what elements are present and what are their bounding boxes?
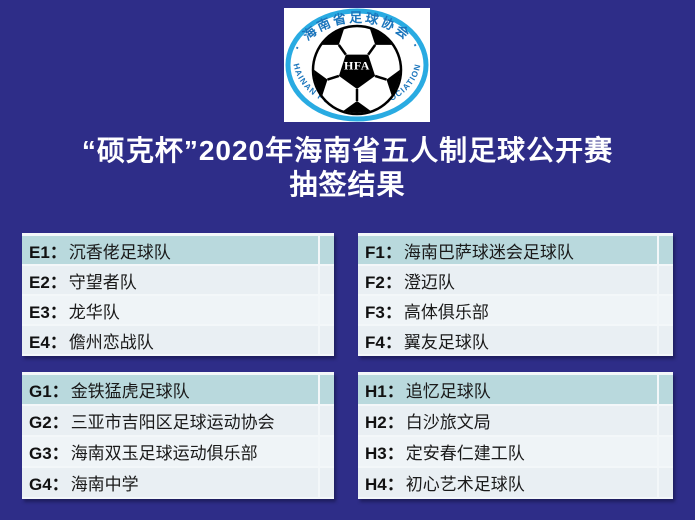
group-f-table: F1： 海南巴萨球迷会足球队 F2： 澄迈队 F3： 高体俱乐部 F4： 翼友足球队 xyxy=(358,233,673,356)
table-row: H3： 定安春仁建工队 xyxy=(358,437,657,466)
page-title: “硕克杯”2020年海南省五人制足球公开赛 抽签结果 xyxy=(0,134,695,202)
team-name: 守望者队 xyxy=(68,272,137,292)
table-cell-tail xyxy=(320,375,334,404)
table-row: F3： 高体俱乐部 xyxy=(358,296,657,324)
row-label: F2： xyxy=(365,272,402,292)
table-cell-tail xyxy=(659,326,673,354)
team-name: 儋州恋战队 xyxy=(68,332,154,352)
team-name: 澄迈队 xyxy=(403,272,455,292)
table-cell-tail xyxy=(320,468,334,497)
table-row: G4： 海南中学 xyxy=(22,468,318,497)
team-name: 龙华队 xyxy=(68,302,120,322)
row-label: H4： xyxy=(365,475,404,494)
team-name: 追忆足球队 xyxy=(405,382,491,401)
table-cell-tail xyxy=(659,406,673,435)
table-cell-tail xyxy=(659,236,673,264)
row-label: E2： xyxy=(29,272,67,292)
table-cell-tail xyxy=(320,266,334,294)
group-g-table: G1： 金铁猛虎足球队 G2： 三亚市吉阳区足球运动协会 G3： 海南双玉足球运动俱乐… xyxy=(22,372,334,499)
title-line2: 抽签结果 xyxy=(289,169,406,200)
row-label: H3： xyxy=(365,444,404,463)
table-row: G2： 三亚市吉阳区足球运动协会 xyxy=(22,406,318,435)
team-name: 海南中学 xyxy=(70,475,139,494)
hfa-monogram: HFA xyxy=(344,59,370,73)
table-row: F4： 翼友足球队 xyxy=(358,326,657,354)
row-label: G2： xyxy=(29,413,69,432)
team-name: 海南巴萨球迷会足球队 xyxy=(403,242,574,262)
team-name: 金铁猛虎足球队 xyxy=(70,382,190,401)
group-e-table: E1： 沉香佬足球队 E2： 守望者队 E3： 龙华队 E4： 儋州恋战队 xyxy=(22,233,334,356)
table-cell-tail xyxy=(659,437,673,466)
row-label: F1： xyxy=(365,242,402,262)
row-label: G1： xyxy=(29,382,69,401)
team-name: 沉香佬足球队 xyxy=(68,242,171,262)
table-row: H2： 白沙旅文局 xyxy=(358,406,657,435)
row-label: E3： xyxy=(29,302,67,322)
table-cell-tail xyxy=(659,266,673,294)
table-row: G1： 金铁猛虎足球队 xyxy=(22,375,318,404)
table-row: F1： 海南巴萨球迷会足球队 xyxy=(358,236,657,264)
table-cell-tail xyxy=(659,468,673,497)
table-row: G3： 海南双玉足球运动俱乐部 xyxy=(22,437,318,466)
row-label: H2： xyxy=(365,413,404,432)
table-cell-tail xyxy=(659,296,673,324)
table-row: E4： 儋州恋战队 xyxy=(22,326,318,354)
table-row: H1： 追忆足球队 xyxy=(358,375,657,404)
team-name: 初心艺术足球队 xyxy=(405,475,525,494)
group-h-table: H1： 追忆足球队 H2： 白沙旅文局 H3： 定安春仁建工队 H4： 初心艺术足球队 xyxy=(358,372,673,499)
table-row: F2： 澄迈队 xyxy=(358,266,657,294)
hfa-logo: · 海南省足球协会 · HAINAN FOOTBALL ASSOCIATION xyxy=(284,8,430,122)
table-row: H4： 初心艺术足球队 xyxy=(358,468,657,497)
team-name: 三亚市吉阳区足球运动协会 xyxy=(70,413,275,432)
hfa-logo-graphic: · 海南省足球协会 · HAINAN FOOTBALL ASSOCIATION xyxy=(285,8,429,122)
table-cell-tail xyxy=(320,236,334,264)
row-label: H1： xyxy=(365,382,404,401)
team-name: 高体俱乐部 xyxy=(403,302,489,322)
table-row: E3： 龙华队 xyxy=(22,296,318,324)
table-cell-tail xyxy=(659,375,673,404)
team-name: 白沙旅文局 xyxy=(405,413,491,432)
table-row: E1： 沉香佬足球队 xyxy=(22,236,318,264)
title-line1: “硕克杯”2020年海南省五人制足球公开赛 xyxy=(81,135,614,166)
row-label: E4： xyxy=(29,332,67,352)
team-name: 海南双玉足球运动俱乐部 xyxy=(70,444,258,463)
table-row: E2： 守望者队 xyxy=(22,266,318,294)
row-label: F4： xyxy=(365,332,402,352)
team-name: 定安春仁建工队 xyxy=(405,444,525,463)
row-label: G4： xyxy=(29,475,69,494)
table-cell-tail xyxy=(320,406,334,435)
table-cell-tail xyxy=(320,437,334,466)
row-label: G3： xyxy=(29,444,69,463)
table-cell-tail xyxy=(320,326,334,354)
team-name: 翼友足球队 xyxy=(403,332,489,352)
table-cell-tail xyxy=(320,296,334,324)
row-label: E1： xyxy=(29,242,67,262)
row-label: F3： xyxy=(365,302,402,322)
